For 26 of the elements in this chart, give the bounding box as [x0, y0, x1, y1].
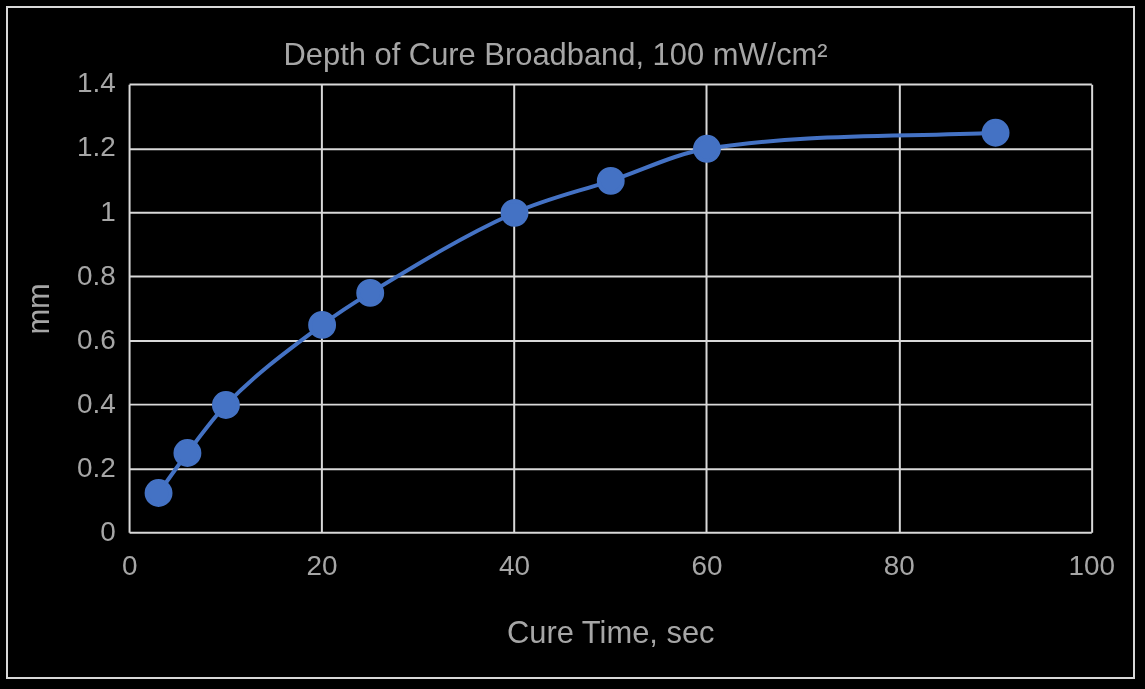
point [693, 134, 721, 163]
x-tick-label: 80 [883, 550, 915, 582]
y-tick-label: 1 [100, 195, 116, 227]
point [596, 166, 625, 195]
x-tick-label: 40 [499, 550, 531, 582]
y-tick-label: 0 [100, 515, 116, 547]
point [308, 310, 337, 339]
point [356, 278, 385, 307]
y-tick-label: 1.2 [76, 131, 116, 163]
y-tick-label: 1.4 [76, 67, 116, 99]
x-tick-label: 100 [1068, 550, 1116, 582]
point [211, 391, 240, 419]
point [500, 198, 529, 227]
x-tick-label: 0 [121, 550, 138, 582]
point [981, 118, 1010, 147]
point [173, 439, 202, 467]
y-tick-label: 0.8 [76, 259, 116, 291]
point [144, 479, 173, 507]
x-tick-label: 60 [691, 550, 723, 582]
x-tick-label: 20 [306, 550, 338, 582]
x-axis-title: Cure Time, sec [506, 615, 715, 651]
y-tick-label: 0.4 [76, 387, 116, 419]
y-tick-label: 0.6 [76, 323, 116, 355]
y-axis-title: mm [20, 283, 57, 335]
y-tick-label: 0.2 [76, 451, 116, 483]
chart-title: Depth of Cure Broadband, 100 mW/cm² [283, 36, 828, 72]
